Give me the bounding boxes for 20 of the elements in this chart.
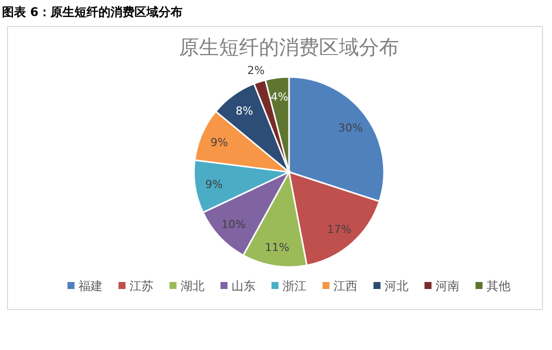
data-label: 11%: [264, 241, 290, 254]
data-label: 10%: [221, 218, 246, 232]
legend-label: 江西: [334, 279, 358, 293]
legend-label: 其他: [486, 279, 510, 293]
data-label: 30%: [338, 121, 363, 134]
data-label: 9%: [210, 136, 228, 149]
legend-label: 福建: [78, 279, 102, 293]
data-label: 4%: [270, 90, 288, 104]
chart-title: 图表 6：原生短纤的消费区域分布: [2, 5, 183, 19]
data-label: 9%: [205, 178, 223, 191]
data-label: 2%: [247, 64, 265, 78]
legend-label: 江苏: [130, 279, 154, 293]
legend-label: 山东: [232, 279, 256, 293]
legend-label: 浙江: [282, 279, 306, 293]
legend-label: 河南: [436, 279, 460, 293]
data-label: 17%: [327, 223, 352, 236]
chart-subtitle: 原生短纤的消费区域分布: [179, 35, 399, 59]
legend-label: 河北: [384, 279, 408, 293]
legend-label: 湖北: [180, 279, 204, 293]
data-label: 8%: [236, 104, 254, 118]
